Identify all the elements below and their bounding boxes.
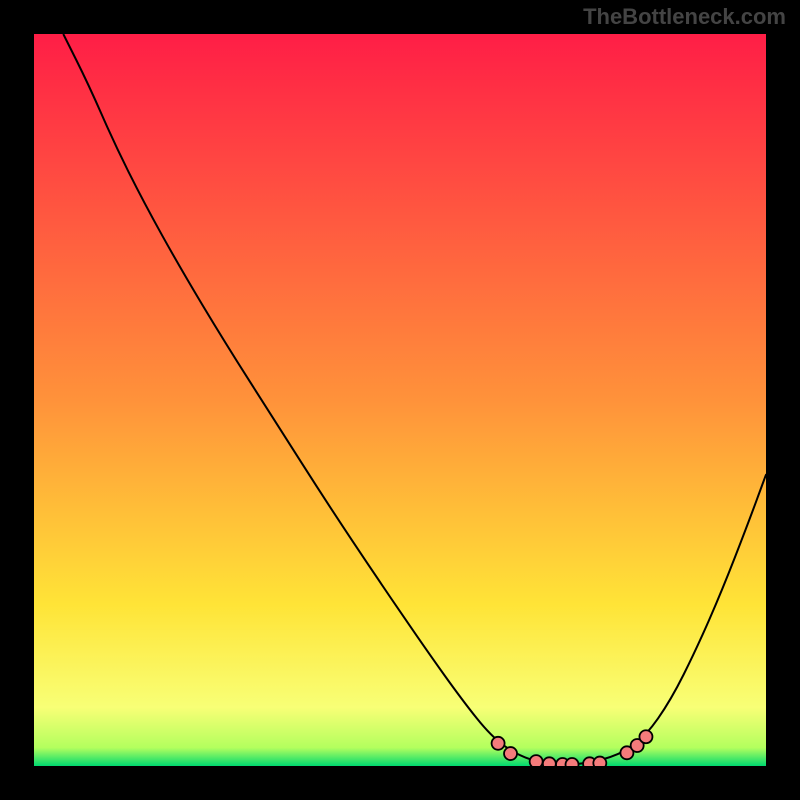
watermark-text: TheBottleneck.com [583,4,786,30]
marker-dot [593,757,606,766]
curve-svg [34,34,766,766]
marker-dot [492,737,505,750]
plot-area [34,34,766,766]
marker-dot [543,757,556,766]
marker-dot [566,758,579,766]
marker-dot [504,747,517,760]
marker-dot [639,730,652,743]
marker-dot [530,755,543,766]
bottleneck-curve [63,34,766,765]
chart-frame: TheBottleneck.com [0,0,800,800]
